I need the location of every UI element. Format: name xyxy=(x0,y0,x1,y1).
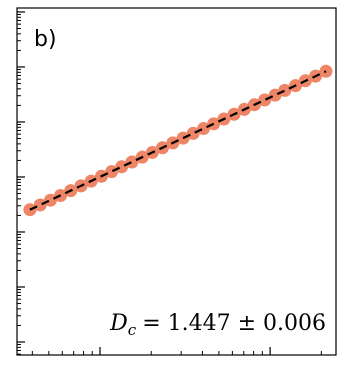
annotation: Dc = 1.447 ± 0.006 xyxy=(109,311,326,339)
fit-line xyxy=(29,70,327,211)
data-point xyxy=(125,155,139,169)
data-point xyxy=(197,122,211,136)
annotation-text: = 1.447 ± 0.006 xyxy=(142,311,326,336)
data-point xyxy=(33,198,47,212)
data-point xyxy=(186,126,200,140)
data-point xyxy=(268,88,282,102)
data-point xyxy=(105,165,119,179)
data-point xyxy=(43,193,57,207)
plot-frame xyxy=(16,7,337,356)
annotation-symbol: D xyxy=(109,311,128,336)
data-point xyxy=(278,83,292,97)
data-point xyxy=(258,93,272,107)
plot-area xyxy=(17,11,333,355)
data-point xyxy=(115,160,129,174)
panel-label: b) xyxy=(34,27,57,52)
annotation-subscript: c xyxy=(128,321,137,339)
